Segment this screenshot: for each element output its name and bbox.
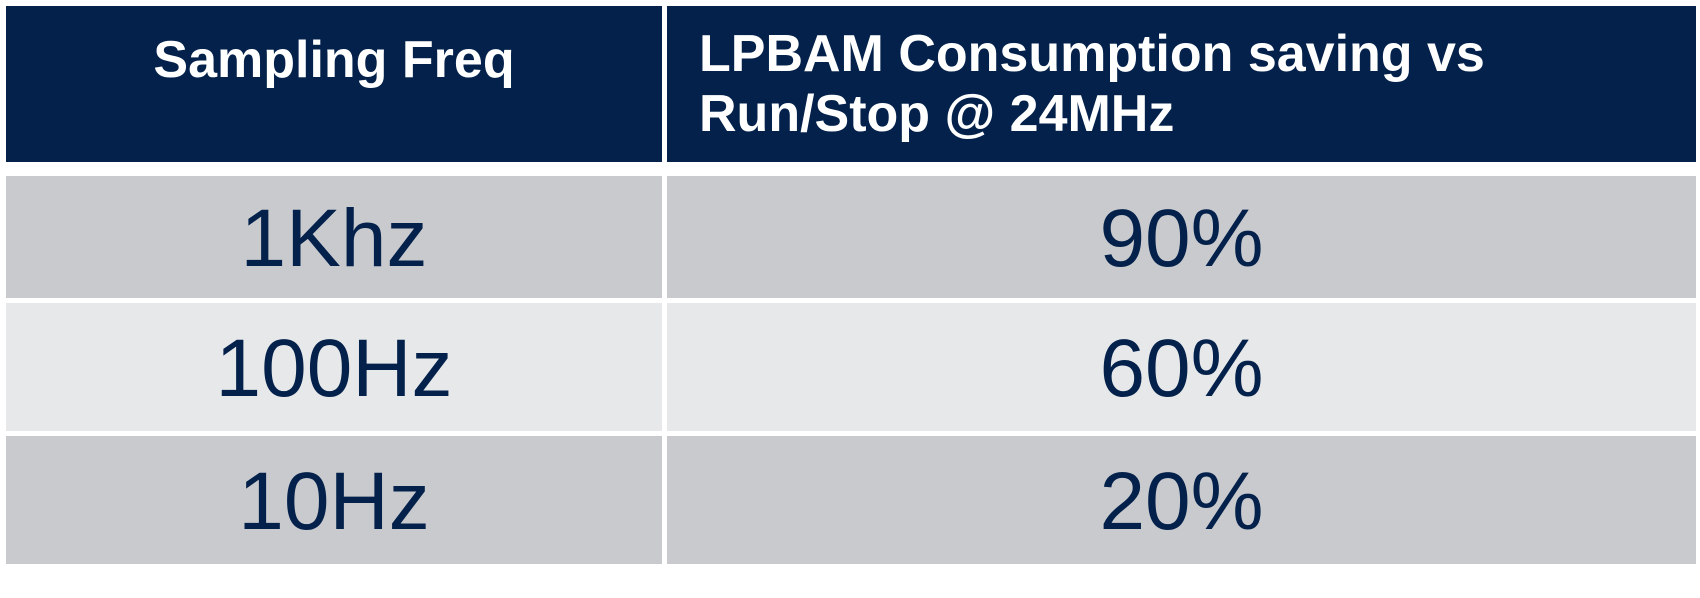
table-row-2-freq: 100Hz — [6, 303, 662, 431]
header-sampling-freq: Sampling Freq — [6, 6, 662, 162]
saving-value: 60% — [1099, 323, 1264, 414]
saving-value: 20% — [1099, 456, 1264, 547]
freq-value: 10Hz — [238, 456, 430, 547]
header-consumption-saving: LPBAM Consumption saving vs Run/Stop @ 2… — [667, 6, 1696, 162]
table-row-1-saving: 90% — [667, 176, 1696, 298]
table-row-1-freq: 1Khz — [6, 176, 662, 298]
table-row-3-freq: 10Hz — [6, 436, 662, 564]
header-sampling-freq-label: Sampling Freq — [153, 31, 515, 89]
table-row-2-saving: 60% — [667, 303, 1696, 431]
saving-value: 90% — [1099, 193, 1264, 284]
freq-value: 100Hz — [215, 323, 453, 414]
freq-value: 1Khz — [240, 193, 428, 284]
header-consumption-saving-label: LPBAM Consumption saving vs Run/Stop @ 2… — [699, 25, 1485, 143]
table-row-3-saving: 20% — [667, 436, 1696, 564]
